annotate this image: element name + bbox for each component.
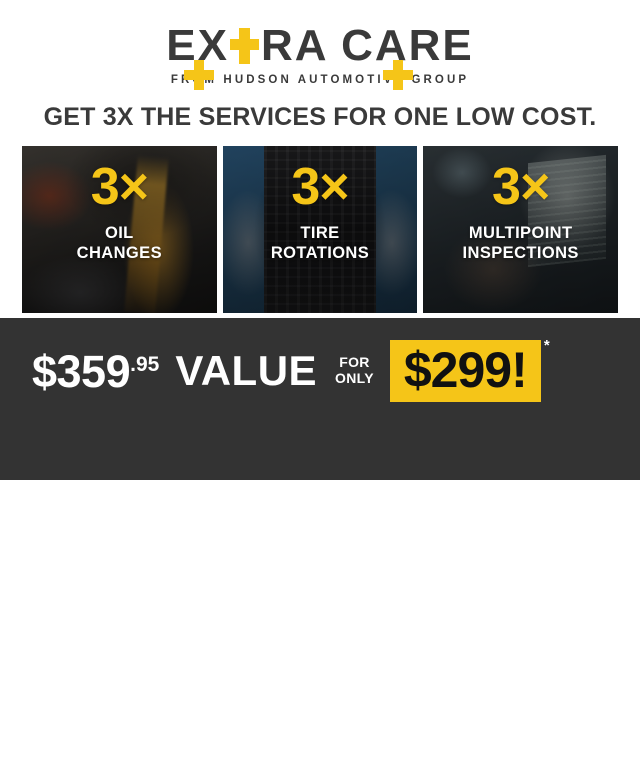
value-price-cents: .95: [130, 352, 160, 376]
fine-print-line-1: *Excludes Dodge Viper, SRT Motors, Sprin…: [96, 732, 544, 738]
for-only-label: FOR ONLY: [335, 355, 374, 386]
brand-tagline: FROM HUDSON AUTOMOTIVE GROUP: [170, 74, 470, 87]
header-section: EX RA CARE FROM HUDSON AUTOMOTIVE GROUP G…: [0, 0, 640, 146]
fine-print-disclaimer: *Excludes Dodge Viper, SRT Motors, Sprin…: [28, 732, 612, 769]
for-only-line2: ONLY: [335, 370, 374, 386]
panel-label-multipoint-line2: INSPECTIONS: [462, 243, 579, 262]
service-panel-tire-rotations: 3× TIRE ROTATIONS: [222, 146, 418, 313]
offer-price: $299!: [403, 342, 528, 398]
fine-print-line-5: on manufacturer recommendations. Diesel …: [180, 761, 460, 768]
panel-content-oil: 3× OIL CHANGES: [22, 146, 217, 313]
photo-overlay-scrim: [222, 146, 418, 313]
panel-label-multipoint: MULTIPOINT INSPECTIONS: [463, 224, 579, 263]
plus-icon: [228, 26, 262, 66]
panel-label-tire-line2: ROTATIONS: [270, 243, 370, 262]
panel-content-multipoint: 3× MULTIPOINT INSPECTIONS: [423, 146, 618, 313]
panel-label-tire: TIRE ROTATIONS: [271, 224, 369, 263]
value-price-amount: $359: [32, 345, 131, 397]
fine-print-line-4: canceled within 30 days if no services h…: [103, 754, 537, 761]
plus-icon-separator-2: [383, 60, 413, 90]
service-panel-oil-changes: 3× OIL CHANGES: [22, 146, 217, 313]
plus-icon-separator-1: [184, 60, 214, 90]
multiplier-oil: 3×: [90, 158, 149, 216]
brand-logo: EX RA CARE FROM HUDSON AUTOMOTIVE GROUP: [0, 24, 640, 87]
for-only-line1: FOR: [339, 354, 370, 371]
panel-label-oil: OIL CHANGES: [77, 224, 162, 263]
service-panels: 3× OIL CHANGES 3× TIRE ROTATIONS: [22, 146, 619, 313]
panel-label-oil-line2: CHANGES: [76, 243, 162, 262]
photo-overlay-scrim: [423, 146, 619, 313]
pricing-band: $359.95 VALUE FOR ONLY $299! * *Excludes…: [0, 318, 640, 768]
multiplier-multipoint: 3×: [492, 158, 550, 216]
extra-care-advertisement: EX RA CARE FROM HUDSON AUTOMOTIVE GROUP G…: [0, 0, 640, 480]
panel-content-tire: 3× TIRE ROTATIONS: [223, 146, 418, 313]
value-price: $359.95: [32, 349, 159, 394]
multiplier-tire: 3×: [291, 158, 349, 216]
logo-text-part2: RA CARE: [260, 21, 474, 70]
page-headline: GET 3X THE SERVICES FOR ONE LOW COST.: [43, 103, 597, 131]
value-word: VALUE: [175, 347, 318, 394]
logo-wordmark: EX RA CARE: [166, 24, 474, 68]
offer-asterisk: *: [543, 337, 550, 354]
photo-overlay-scrim: [22, 146, 217, 313]
offer-price-box: $299! *: [389, 338, 550, 402]
panel-label-tire-line1: TIRE: [300, 224, 340, 243]
panel-label-multipoint-line1: MULTIPOINT: [468, 224, 573, 243]
fine-print-line-2: Shelby Mustang, Ford Roush Mustang, Chev…: [101, 739, 539, 746]
panel-label-oil-line1: OIL: [104, 224, 134, 243]
fine-print-line-3: plans expire 48 months after purchase un…: [107, 746, 533, 753]
service-panel-multipoint-inspections: 3× MULTIPOINT INSPECTIONS: [423, 146, 619, 313]
pricing-row: $359.95 VALUE FOR ONLY $299! *: [0, 330, 640, 412]
